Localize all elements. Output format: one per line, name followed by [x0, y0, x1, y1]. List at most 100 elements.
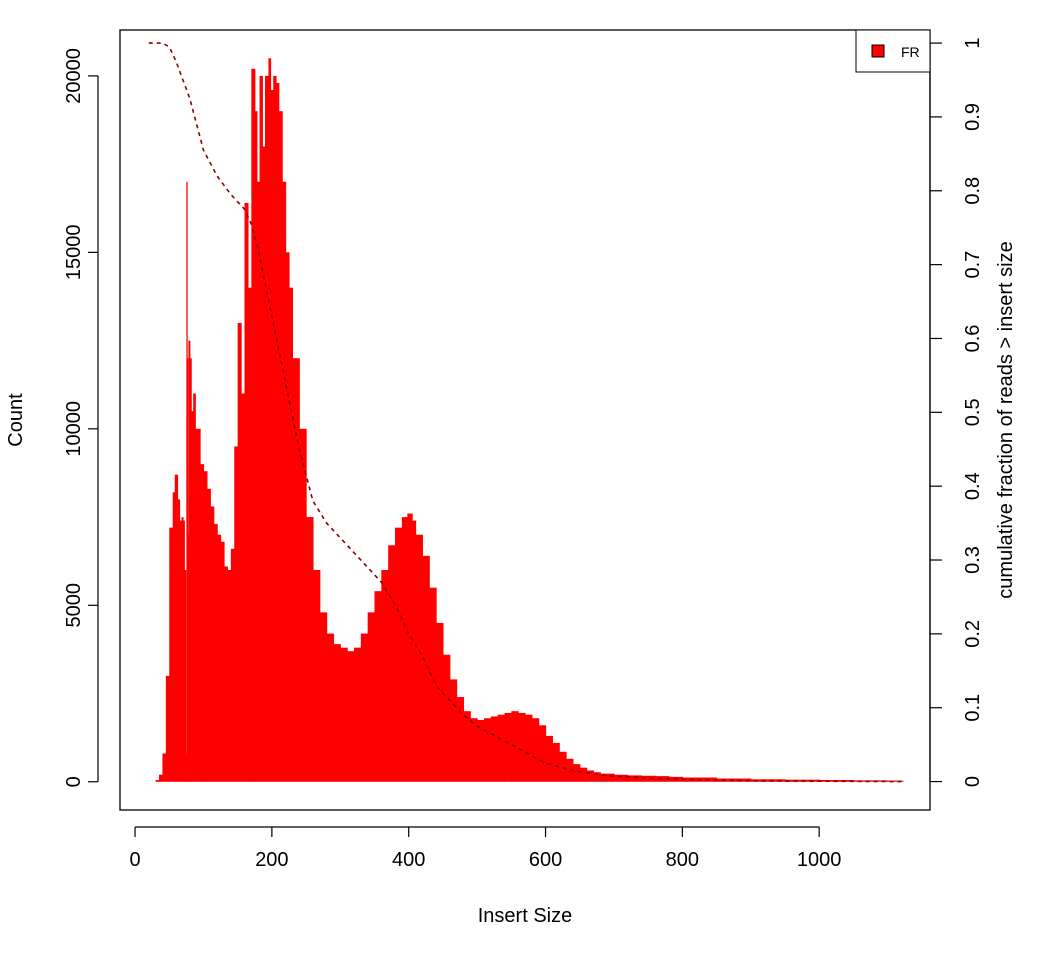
y2-tick-label: 0.7: [962, 251, 984, 279]
histogram-bar: [158, 774, 164, 782]
histogram-bar: [187, 358, 189, 782]
histogram-bar: [275, 82, 280, 782]
histogram-bar: [490, 716, 499, 782]
x-tick-label: 800: [666, 849, 699, 871]
y2-tick-label: 0.6: [962, 325, 984, 353]
plot-area: [148, 42, 904, 783]
legend: FR: [855, 29, 931, 73]
histogram-bar: [195, 428, 199, 782]
histogram-bar: [262, 146, 266, 782]
plot-frame: [119, 29, 931, 811]
x-tick-label: 400: [392, 849, 425, 871]
histogram-bar: [182, 520, 185, 782]
y2-tick-label: 1: [962, 38, 984, 49]
histogram-bar: [347, 651, 355, 782]
histogram-bar: [538, 725, 547, 782]
histogram-bar: [285, 252, 290, 782]
histogram-bar: [449, 679, 458, 782]
histogram-bar: [288, 287, 293, 782]
histogram-bar: [600, 773, 615, 782]
histogram-bar: [185, 753, 187, 782]
histogram-bar: [381, 570, 389, 782]
histogram-bar: [234, 446, 239, 782]
histogram-bar: [559, 751, 567, 782]
histogram-bar: [217, 534, 222, 782]
histogram-bar: [360, 633, 369, 782]
histogram-bar: [545, 735, 553, 782]
histogram-bar: [627, 775, 642, 782]
histogram-bar: [340, 647, 348, 782]
y2-axis-title: cumulative fraction of reads > insert si…: [995, 241, 1017, 598]
y2-tick-label: 0.3: [962, 546, 984, 574]
histogram-bar: [518, 712, 526, 782]
histogram-bar: [367, 612, 376, 782]
y-axis-left: 0 5000 10000 15000 20000: [63, 48, 99, 787]
y-axis-title: Count: [5, 393, 27, 447]
y2-tick-label: 0.9: [962, 103, 984, 131]
histogram-bar: [265, 75, 270, 782]
histogram-bar: [210, 506, 215, 782]
histogram-bar: [259, 75, 263, 782]
histogram-bar: [188, 340, 191, 782]
histogram-bar: [353, 647, 362, 782]
y-tick-label: 0: [63, 776, 85, 787]
histogram-bar: [456, 697, 465, 782]
histogram-bar: [306, 517, 314, 782]
histogram-bar: [187, 534, 190, 782]
x-tick-label: 0: [129, 849, 140, 871]
histogram-bar: [273, 75, 277, 782]
histogram-bar: [155, 780, 160, 782]
histogram-bar: [213, 524, 218, 782]
legend-swatch: [871, 44, 885, 58]
histogram-bar: [237, 322, 242, 782]
x-tick-label: 1000: [797, 849, 842, 871]
histogram-bar: [247, 287, 252, 782]
histogram-bar: [395, 527, 403, 782]
histogram-bar: [251, 68, 256, 782]
histogram-bar: [179, 520, 183, 782]
histogram-bar: [401, 517, 408, 782]
y-tick-label: 20000: [63, 48, 85, 104]
histogram-bar: [388, 545, 396, 782]
x-axis: 0 200 400 600 800 1000: [129, 826, 842, 871]
histogram-bar: [278, 111, 283, 782]
histogram-bar: [165, 675, 170, 782]
histogram-bar: [333, 644, 341, 782]
x-axis-title: Insert Size: [478, 905, 572, 927]
histogram-bar: [412, 520, 417, 782]
y2-tick-label: 0.5: [962, 398, 984, 426]
histogram-bar: [422, 555, 430, 782]
histogram-bar: [254, 111, 258, 782]
histogram-bar: [566, 758, 574, 782]
histogram-bar: [901, 780, 904, 782]
histogram-bar: [586, 770, 595, 782]
histogram-bar: [531, 718, 540, 782]
histogram-bar: [415, 534, 423, 782]
histogram-bar: [442, 654, 451, 782]
histogram-bar: [299, 428, 307, 782]
histogram-bar: [292, 358, 300, 782]
histogram-bar: [203, 471, 208, 782]
y2-tick-label: 0.8: [962, 177, 984, 205]
histogram-bar: [504, 712, 512, 782]
histogram-bar: [223, 566, 229, 782]
histogram-bar: [191, 411, 194, 782]
histogram-bar: [268, 58, 272, 782]
histogram-bar: [186, 181, 188, 782]
histogram-bar: [181, 517, 184, 782]
y2-tick-label: 0.2: [962, 620, 984, 648]
histogram-bar: [193, 393, 196, 782]
histogram-bar: [197, 428, 201, 782]
histogram-bar: [579, 767, 588, 782]
histogram-bar: [470, 718, 478, 782]
x-tick-label: 200: [255, 849, 288, 871]
histogram-bar: [200, 464, 205, 782]
histogram-bar: [270, 90, 274, 782]
histogram-bar: [436, 622, 444, 782]
histogram-bar: [206, 488, 211, 782]
legend-label: FR: [901, 44, 920, 60]
histogram-bar: [312, 570, 321, 782]
histogram-bar: [244, 202, 249, 782]
histogram-bar: [282, 181, 287, 782]
